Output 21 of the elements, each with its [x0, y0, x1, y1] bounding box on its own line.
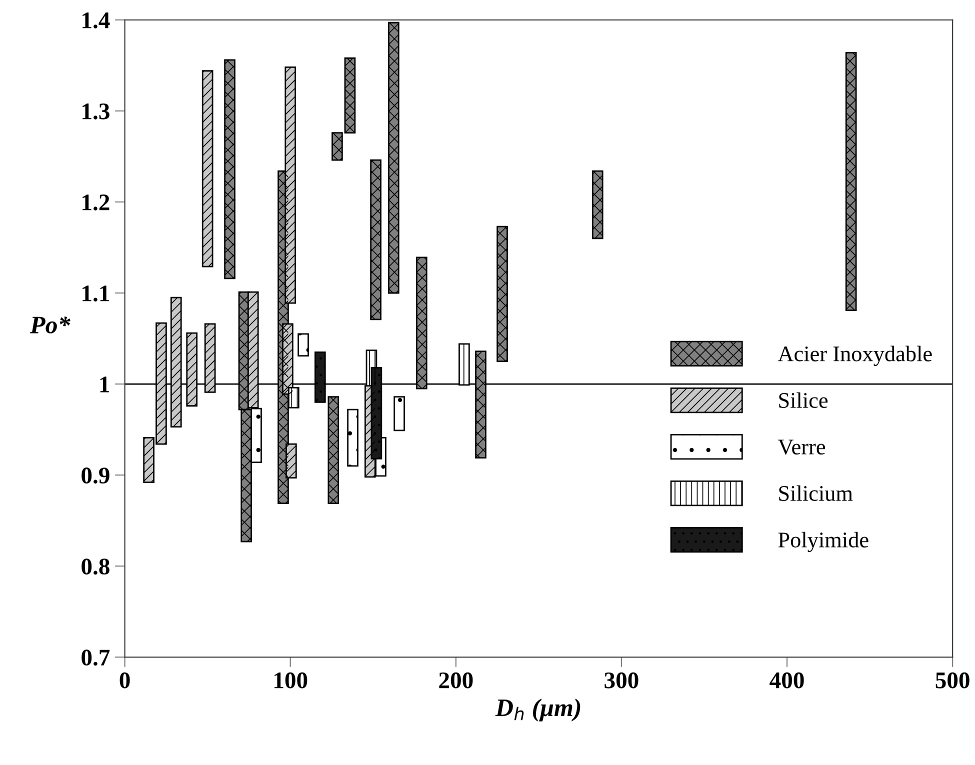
x-tick-label: 500	[936, 672, 970, 688]
y-tick-label: 0.8	[82, 558, 110, 575]
x-axis-title: D$_{h}$ (μm)	[495, 698, 580, 722]
y-tick-label: 1.3	[82, 103, 110, 120]
x-tick-label: 100	[274, 672, 308, 688]
y-tick-label: 1.2	[82, 194, 110, 210]
y-tick-label: 1.4	[82, 12, 110, 28]
y-axis-title: Po*	[30, 316, 70, 334]
y-tick-label: 1.1	[82, 286, 109, 302]
y-tick-label: 0.9	[82, 468, 110, 484]
legend-label: Silice	[779, 392, 828, 408]
y-tick-label: 0.7	[82, 650, 110, 666]
legend-label: Polyimide	[778, 532, 868, 552]
x-tick-label: 400	[770, 672, 804, 688]
legend-label: Verre	[778, 440, 826, 455]
legend-label: Silicium	[779, 485, 853, 501]
x-tick-label: 0	[120, 672, 130, 688]
x-tick-label: 300	[604, 672, 638, 688]
x-tick-label: 200	[439, 672, 473, 688]
legend-label: Acier Inoxydable	[778, 346, 932, 366]
y-tick-label: 1	[100, 376, 109, 392]
